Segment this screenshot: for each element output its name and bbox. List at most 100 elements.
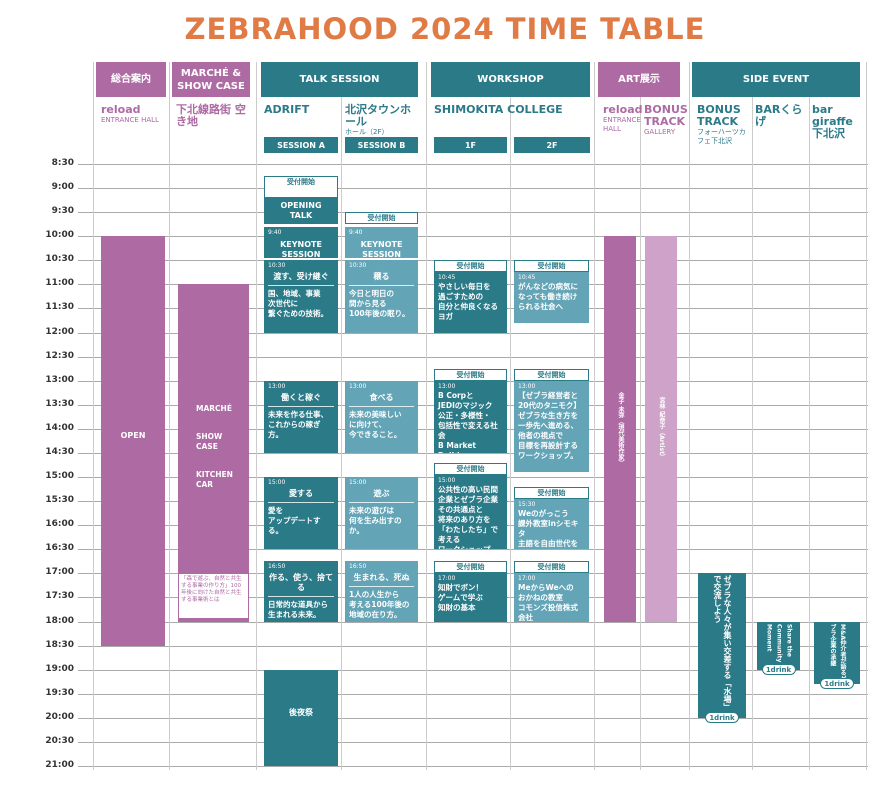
event-line: がんなどの病気に <box>518 282 578 292</box>
track-header: 2F <box>514 137 590 153</box>
event: 15:00 公共性の高い民間 企業とゼブラ企業 その共通点と 将来のあり方を 「わたしたち… <box>434 474 507 550</box>
event-line: 知財の基本 <box>438 603 476 613</box>
event-title: OPENING TALK <box>280 200 322 220</box>
time-line <box>78 717 868 719</box>
event-title: 受付開始 <box>537 370 566 379</box>
time-label: 14:30 <box>45 446 74 457</box>
event-line: 20代のタニモク】 <box>518 400 581 410</box>
event-line: 主語を自由世代をケアする仕方 <box>518 538 578 550</box>
column-line <box>426 62 427 770</box>
event-line: ヨガ <box>438 312 453 322</box>
place: SHIMOKITA COLLEGE <box>434 104 590 116</box>
event: 15:00 愛する 愛を アップデートする。 <box>264 477 338 550</box>
time-label: 11:30 <box>45 302 74 313</box>
time-label: 17:30 <box>45 591 74 602</box>
time-label: 10:00 <box>45 230 74 241</box>
event-title: OPEN <box>120 430 146 440</box>
event-line: 繋ぐための技術。 <box>268 309 328 319</box>
time-line <box>78 693 868 695</box>
event-line: 他者の視点で <box>518 430 563 440</box>
venue-header: 総合案内 <box>96 62 166 97</box>
event: 受付開始 <box>514 368 589 381</box>
event-line: に向けて、 <box>349 419 387 429</box>
event-line: 1人の人生から <box>349 590 400 600</box>
event-line: 一歩先へ進める、 <box>518 420 578 430</box>
event: 受付開始 <box>434 462 507 475</box>
drink-badge: 1drink <box>705 711 739 723</box>
event: 後夜祭 <box>264 669 338 766</box>
event-title: 生まれる、死ぬ <box>349 571 414 588</box>
event: 15:30Weのがっこう課外教室inシモキタ主語を自由世代をケアする仕方から私た… <box>514 498 589 550</box>
event-line: 包括性で変える社会 <box>438 420 498 440</box>
time-line <box>78 549 868 551</box>
time-label: 15:30 <box>45 495 74 506</box>
event-title: 後夜祭 <box>289 707 313 717</box>
place: reload ENTRANCE HALL <box>101 104 166 125</box>
event-line: Weのがっこう <box>518 508 569 518</box>
place-sub: ホール（2F） <box>345 128 389 136</box>
event: 宮林 紀奈子（Artist） <box>645 236 677 622</box>
event: 10:45 がんなどの病気に なっても働き続け られる社会へ <box>514 272 589 323</box>
event: Share the Community Moment <box>757 621 800 670</box>
time-line <box>78 452 868 454</box>
event-line: 考える100年後の <box>349 600 410 610</box>
place: 下北線路街 空き地 <box>176 104 250 128</box>
time-line <box>78 741 868 743</box>
place-sub: GALLERY <box>644 128 676 136</box>
venue-header: SIDE EVENT <box>692 62 860 97</box>
event-line: 間から見る <box>349 299 387 309</box>
event-title: 作る、使う、捨てる <box>268 571 334 598</box>
event-line: 未来の美味しい <box>349 409 402 419</box>
event: MARCHÉ SHOW CASE KITCHEN CAR <box>178 284 249 622</box>
event-title: 愛する <box>268 487 334 504</box>
time-label: 18:30 <box>45 639 74 650</box>
event: 受付開始 <box>514 486 589 499</box>
time-label: 14:00 <box>45 422 74 433</box>
event-line: ワークショップ。 <box>518 450 578 460</box>
place: reload ENTRANCE HALL <box>603 104 643 134</box>
time-label: 18:00 <box>45 615 74 626</box>
event-title: 受付開始 <box>456 370 485 379</box>
place: BONUS TRACK フォーハーツカフェ下北沢 <box>697 104 750 146</box>
place: 北沢タウンホール ホール（2F） <box>345 104 418 137</box>
event: 10:45 やさしい毎日を 過ごすための 自分と仲良くなる ヨガ <box>434 272 507 333</box>
event: M&A仲介者が語るゼブラ企業の承継 <box>814 621 860 685</box>
event-line: やさしい毎日を <box>438 282 491 292</box>
place: BARくらげ <box>755 104 808 128</box>
event: 10:30 穣る 今日と明日の 間から見る 100年後の眠り。 <box>345 260 418 333</box>
event-line: 国、地域、事業 <box>268 289 321 299</box>
time-line <box>78 332 868 334</box>
column-line <box>169 62 170 770</box>
event-time: 10:30 <box>268 262 286 270</box>
event: 受付開始 <box>434 561 507 574</box>
time-label: 11:00 <box>45 278 74 289</box>
column-line <box>510 62 511 770</box>
event-title: 食べる <box>349 391 414 407</box>
time-line <box>78 669 868 671</box>
event-title: 宮林 紀奈子（Artist） <box>658 397 665 461</box>
event-line: 【ゼブラ経営者と <box>518 390 578 400</box>
event: 17:00 MeからWeへの おかねの教室 コモンズ投信株式会社 <box>514 573 589 622</box>
event: ゼブラな人々が集い交差する「水場」で交流しよう <box>698 573 746 718</box>
column-line <box>93 62 94 770</box>
event: 受付開始 <box>514 561 589 574</box>
drink-badge: 1drink <box>761 663 796 675</box>
event-title: KEYNOTE SESSION <box>360 240 403 258</box>
event-title: 遊ぶ <box>349 487 414 504</box>
event-title: M&A仲介者が語るゼブラ企業の承継 <box>829 623 846 682</box>
event: 16:50 生まれる、死ぬ 1人の人生から 考える100年後の 地域の在り方。 <box>345 561 418 622</box>
time-label: 21:00 <box>45 760 74 770</box>
place: bar giraffe 下北沢 <box>812 104 862 140</box>
column-line <box>341 62 342 770</box>
event: 13:00 【ゼブラ経営者と 20代のタニモク】 ゼブラな生き方を 一歩先へ進める、 他者… <box>514 380 589 473</box>
track-header: SESSION A <box>264 137 338 153</box>
time-label: 17:00 <box>45 567 74 578</box>
event-title: 受付開始 <box>537 262 566 271</box>
event-title: 受付開始 <box>287 178 315 187</box>
place-name: BARくらげ <box>755 103 803 128</box>
event-time: 16:50 <box>349 563 367 571</box>
time-label: 13:00 <box>45 374 74 385</box>
event: 10:30 渡す、受け継ぐ 国、地域、事業 次世代に 繋ぐための技術。 <box>264 260 338 333</box>
event: 17:00 知財でボン！ ゲームで学ぶ 知財の基本 <box>434 573 507 622</box>
